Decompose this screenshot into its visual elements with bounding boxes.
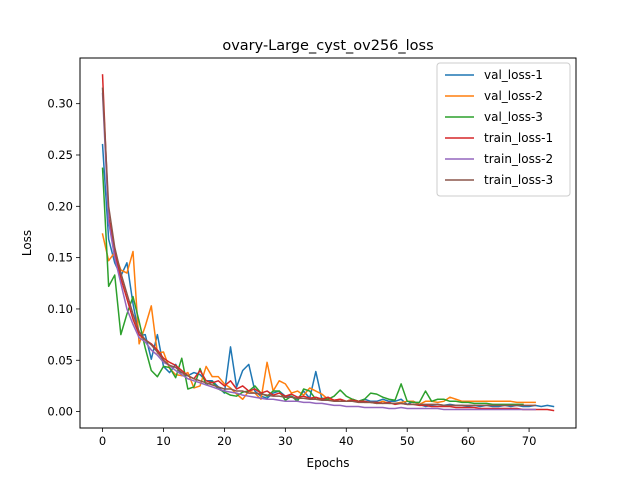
x-tick-label: 0 <box>99 434 106 448</box>
x-tick-label: 60 <box>461 434 476 448</box>
y-tick-label: 0.00 <box>47 405 73 419</box>
series-line-train_loss-1 <box>101 74 555 412</box>
series-line-val_loss-2 <box>101 233 536 406</box>
legend-items: val_loss-1 val_loss-2 val_loss-3 train_loss… <box>445 68 553 187</box>
y-tick-label: 0.05 <box>47 353 73 367</box>
y-tick-label: 0.15 <box>47 251 73 265</box>
x-tick-label: 20 <box>217 434 232 448</box>
series-line-train_loss-2 <box>101 92 536 411</box>
x-tick-label: 50 <box>400 434 415 448</box>
series-line-train_loss-3 <box>101 87 536 407</box>
legend-label-train_loss-3: train_loss-3 <box>484 173 553 187</box>
legend-label-val_loss-3: val_loss-3 <box>484 110 543 124</box>
x-axis-ticks: 0 10 20 30 40 50 60 70 <box>99 428 537 448</box>
y-tick-label: 0.10 <box>47 302 73 316</box>
y-tick-label: 0.25 <box>47 148 73 162</box>
y-tick-label: 0.30 <box>47 97 73 111</box>
y-axis-label: Loss <box>20 230 34 256</box>
plot-area <box>79 57 577 429</box>
x-tick-label: 30 <box>278 434 293 448</box>
x-tick-label: 70 <box>522 434 537 448</box>
x-tick-label: 10 <box>156 434 171 448</box>
axes-frame <box>79 57 577 429</box>
x-tick-label: 40 <box>339 434 354 448</box>
legend-label-train_loss-2: train_loss-2 <box>484 152 553 166</box>
chart-title: ovary-Large_cyst_ov256_loss <box>222 38 433 54</box>
legend-label-train_loss-1: train_loss-1 <box>484 131 553 145</box>
series-lines <box>101 74 555 412</box>
legend: val_loss-1 val_loss-2 val_loss-3 train_loss… <box>436 62 571 197</box>
legend-label-val_loss-1: val_loss-1 <box>484 68 543 82</box>
series-line-val_loss-3 <box>101 167 524 406</box>
legend-label-val_loss-2: val_loss-2 <box>484 89 543 103</box>
y-axis-ticks: 0.00 0.05 0.10 0.15 0.20 0.25 0.30 <box>47 97 80 419</box>
y-tick-label: 0.20 <box>47 199 73 213</box>
x-axis-label: Epochs <box>307 456 350 470</box>
